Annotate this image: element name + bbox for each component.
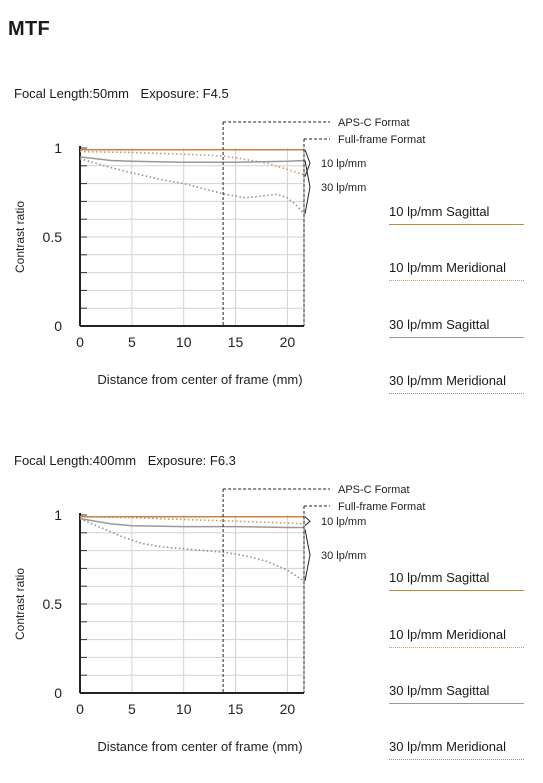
x-tick-label: 15 [228, 701, 244, 717]
format-marker-label: APS-C Format [338, 484, 410, 496]
frequency-bracket-label: 10 lp/mm [321, 158, 366, 170]
x-axis-title: Distance from center of frame (mm) [97, 739, 302, 754]
series-line-10-lp-mm-meridional [79, 150, 305, 176]
x-tick-label: 15 [228, 334, 244, 350]
legend-swatch [389, 647, 524, 648]
legend-item-10-meridional: 10 lp/mm Meridional [389, 260, 524, 281]
legend-label: 30 lp/mm Meridional [389, 739, 507, 754]
x-tick-label: 20 [280, 701, 296, 717]
x-tick-label: 20 [280, 334, 296, 350]
legend-item-30-sagittal: 30 lp/mm Sagittal [389, 683, 524, 704]
x-tick-label: 10 [176, 701, 192, 717]
legend-swatch [389, 590, 524, 591]
frequency-bracket [304, 516, 311, 527]
y-tick-label: 0 [54, 318, 62, 334]
y-tick-label: 0 [54, 685, 62, 701]
legend-item-10-sagittal: 10 lp/mm Sagittal [389, 204, 524, 225]
legend-swatch [389, 393, 524, 394]
format-marker-label: APS-C Format [338, 117, 410, 129]
frequency-bracket-label: 30 lp/mm [321, 182, 366, 194]
mtf-chart-50mm: 1 0.5 00 5 10 15 20 Distance from center of fra… [13, 117, 425, 387]
legend-item-30-meridional: 30 lp/mm Meridional [389, 739, 524, 760]
y-tick-label: 0.5 [43, 596, 63, 612]
frequency-bracket [304, 160, 311, 214]
exposure-label: Exposure: F6.3 [147, 453, 236, 468]
format-marker-label: Full-frame Format [338, 501, 425, 513]
chart-caption: Focal Length:50mm Exposure: F4.5 [14, 86, 237, 101]
series-line-30-lp-mm-meridional [79, 517, 305, 582]
focal-length-label: Focal Length:50mm [14, 86, 129, 101]
x-tick-label: 5 [128, 334, 136, 350]
legend-label: 10 lp/mm Meridional [389, 627, 507, 642]
y-tick-label: 0.5 [43, 229, 63, 245]
legend-item-10-sagittal: 10 lp/mm Sagittal [389, 570, 524, 591]
page-title: MTF [8, 18, 50, 40]
y-axis-title: Contrast ratio [13, 201, 27, 273]
series-line-30-lp-mm-sagittal [79, 517, 304, 529]
focal-length-label: Focal Length:400mm [14, 453, 137, 468]
frequency-bracket-label: 30 lp/mm [321, 550, 366, 562]
format-marker-label: Full-frame Format [338, 134, 425, 146]
legend-item-30-meridional: 30 lp/mm Meridional [389, 373, 524, 394]
y-tick-label: 1 [54, 507, 62, 523]
frequency-bracket [304, 529, 311, 581]
legend-label: 10 lp/mm Meridional [389, 260, 507, 275]
legend-swatch [389, 337, 524, 338]
mtf-chart-block-50mm: Focal Length:50mm Exposure: F4.5 1 0.5 0 0 5… [0, 86, 543, 416]
x-tick-label: 5 [128, 701, 136, 717]
frequency-bracket-label: 10 lp/mm [321, 516, 366, 528]
legend-item-10-meridional: 10 lp/mm Meridional [389, 627, 524, 648]
mtf-chart-block-400mm: Focal Length:400mm Exposure: F6.3 1 0.5 0 0… [0, 453, 543, 783]
series-line-30-lp-mm-meridional [79, 157, 305, 215]
legend-swatch [389, 759, 524, 760]
legend-label: 30 lp/mm Meridional [389, 373, 507, 388]
exposure-label: Exposure: F4.5 [140, 86, 229, 101]
y-axis-title: Contrast ratio [13, 568, 27, 640]
x-axis-title: Distance from center of frame (mm) [97, 372, 302, 387]
y-tick-label: 1 [54, 140, 62, 156]
legend-label: 10 lp/mm Sagittal [389, 204, 490, 219]
series-line-30-lp-mm-sagittal [79, 156, 305, 163]
legend-label: 10 lp/mm Sagittal [389, 570, 490, 585]
legend-swatch [389, 703, 524, 704]
legend-label: 30 lp/mm Sagittal [389, 317, 490, 332]
legend-swatch [389, 280, 524, 281]
x-tick-label: 0 [76, 701, 84, 717]
legend-label: 30 lp/mm Sagittal [389, 683, 490, 698]
series-line-10-lp-mm-meridional [79, 516, 305, 525]
legend-item-30-sagittal: 30 lp/mm Sagittal [389, 317, 524, 338]
x-tick-label: 10 [176, 334, 192, 350]
legend-swatch [389, 224, 524, 225]
mtf-chart-400mm: 1 0.5 00 5 10 15 20 Distance from center of fra… [13, 484, 425, 754]
x-tick-label: 0 [76, 334, 84, 350]
chart-caption: Focal Length:400mm Exposure: F6.3 [14, 453, 244, 468]
